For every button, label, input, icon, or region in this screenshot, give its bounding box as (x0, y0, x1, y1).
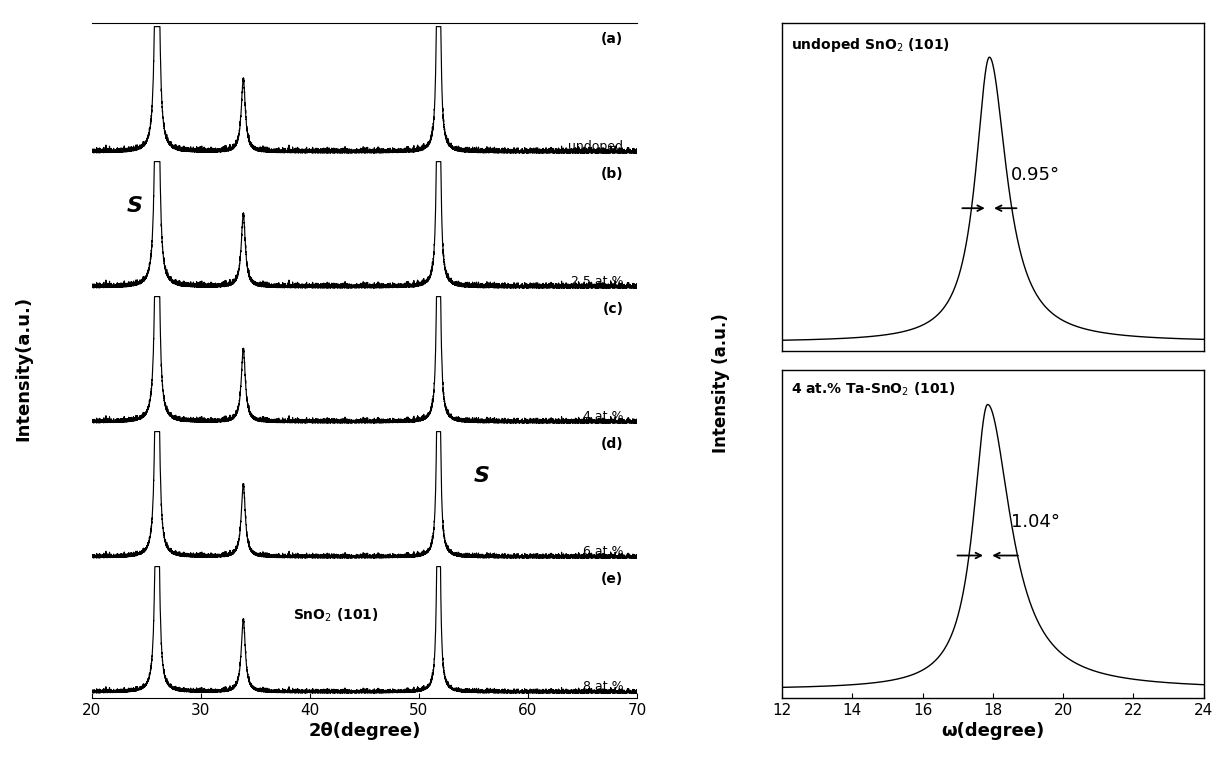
Text: (c): (c) (602, 302, 623, 317)
Text: Intensity (a.u.): Intensity (a.u.) (712, 314, 731, 453)
Text: 0.95°: 0.95° (1011, 166, 1061, 184)
X-axis label: 2θ(degree): 2θ(degree) (308, 722, 420, 740)
Text: 8 at.%: 8 at.% (583, 680, 623, 693)
Text: 1.04°: 1.04° (1012, 513, 1061, 531)
Text: Intensity(a.u.): Intensity(a.u.) (15, 295, 33, 441)
Text: S: S (127, 196, 143, 216)
Text: undoped: undoped (568, 140, 623, 153)
Text: 6 at.%: 6 at.% (583, 545, 623, 558)
Text: 4 at.% Ta-SnO$_2$ (101): 4 at.% Ta-SnO$_2$ (101) (791, 380, 956, 397)
Text: (a): (a) (601, 32, 623, 47)
Text: 4 at.%: 4 at.% (583, 410, 623, 423)
Text: (b): (b) (601, 167, 623, 182)
Text: SnO$_2$ (101): SnO$_2$ (101) (293, 607, 379, 624)
X-axis label: ω(degree): ω(degree) (941, 722, 1045, 740)
Text: (d): (d) (601, 437, 623, 452)
Text: (e): (e) (601, 572, 623, 587)
Text: S: S (473, 466, 490, 486)
Text: 2.5 at.%: 2.5 at.% (571, 275, 623, 288)
Text: undoped SnO$_2$ (101): undoped SnO$_2$ (101) (791, 36, 949, 54)
